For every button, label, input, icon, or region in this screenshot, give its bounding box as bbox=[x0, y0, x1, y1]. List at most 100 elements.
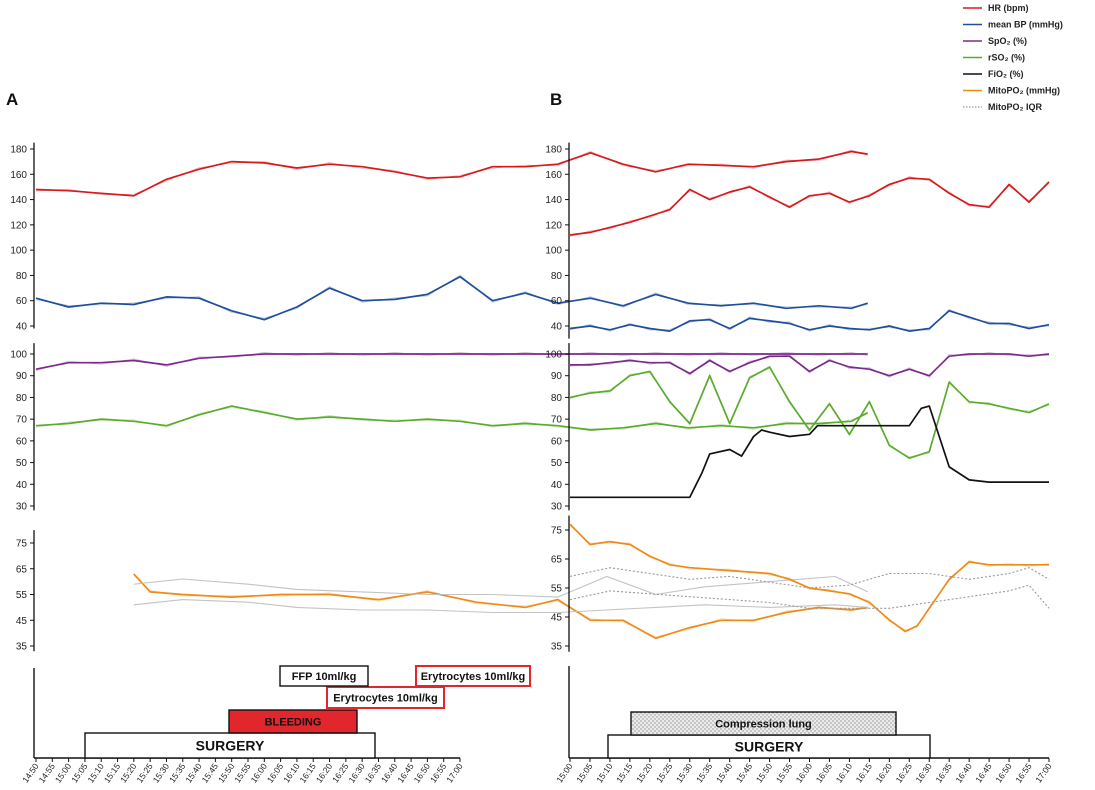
panel-b-hr_bp-ytick-label-140: 140 bbox=[545, 195, 562, 206]
panel-b-series-mean-bp-mmhg bbox=[569, 309, 1050, 332]
panel-a-sat-ytick-label-30: 30 bbox=[16, 502, 28, 513]
panel-b-time-label-15-00: 15:00 bbox=[554, 761, 575, 784]
panel-b-series-rso bbox=[569, 366, 1050, 460]
panel-a-series-spo bbox=[35, 353, 868, 371]
panel-b-time-label-16-10: 16:10 bbox=[834, 761, 855, 784]
panel-a-event-box-erytrocytes-10ml-kg-2 bbox=[326, 686, 445, 709]
panel-a-sat-ytick-label-100: 100 bbox=[10, 350, 27, 361]
panel-a-time-label-15-05: 15:05 bbox=[69, 761, 90, 784]
panel-a-event-label-bleeding-1: BLEEDING bbox=[265, 717, 322, 729]
panel-a-event-label-surgery-0: SURGERY bbox=[196, 738, 265, 754]
panel-a-raw-rso bbox=[35, 407, 868, 430]
panel-a-time-label-15-30: 15:30 bbox=[151, 761, 172, 784]
panel-a-hr_bp-ytick-label-180: 180 bbox=[10, 145, 27, 156]
panel-b-mito-ytick-label-45: 45 bbox=[551, 613, 563, 624]
panel-b-event-label-surgery-0: SURGERY bbox=[735, 739, 804, 755]
panel-b: 40 60 80 100 120 140 160 180 30 40 50 60 70 80 90 100 35… bbox=[545, 142, 1054, 785]
panel-a-raw-mitopo-mmhg bbox=[133, 575, 868, 638]
panel-b-time-label-15-10: 15:10 bbox=[594, 761, 615, 784]
panel-b-raw-hr-bpm bbox=[569, 176, 1050, 237]
panel-a-raw-spo bbox=[35, 352, 868, 372]
panel-a-mito-ytick-label-35: 35 bbox=[16, 642, 28, 653]
panel-b-sat-ytick-label-90: 90 bbox=[551, 371, 563, 382]
panel-b-series-mitopo-iqr-6 bbox=[569, 584, 1050, 609]
panel-b-time-label-16-45: 16:45 bbox=[973, 761, 994, 784]
panel-a-time-label-16-55: 16:55 bbox=[428, 761, 449, 784]
panel-a-event-label-erytrocytes-10ml-kg-2: Erytrocytes 10ml/kg bbox=[333, 693, 438, 705]
panel-a-mito-ytick-label-45: 45 bbox=[16, 616, 28, 627]
panel-b-event-box-compression-lung-1 bbox=[630, 711, 897, 736]
legend: HR (bpm) mean BP (mmHg) SpO₂ (%) rSO₂ (%) Fi… bbox=[963, 3, 1063, 112]
panel-b-time-label-16-20: 16:20 bbox=[874, 761, 895, 784]
panel-b-series-fio bbox=[570, 405, 1049, 499]
panel-b-hr_bp-ytick-label-100: 100 bbox=[545, 246, 562, 257]
panel-b-time-label-15-40: 15:40 bbox=[714, 761, 735, 784]
panel-a-mito-ytick-label-55: 55 bbox=[16, 590, 28, 601]
panel-a-event-label-ffp-10ml-kg-3: FFP 10ml/kg bbox=[292, 671, 357, 683]
panel-a-series-mitopo-iqr-5 bbox=[133, 599, 868, 614]
panel-a-hr_bp-ytick-label-100: 100 bbox=[10, 246, 27, 257]
panel-b-sat-ytick-label-100: 100 bbox=[545, 350, 562, 361]
panel-a-series-mitopo-mmhg bbox=[133, 573, 868, 640]
panel-b-series-mitopo-iqr-7 bbox=[569, 567, 1050, 589]
panel-b-raw-spo bbox=[569, 352, 1050, 378]
panel-b-time-label-16-25: 16:25 bbox=[894, 761, 915, 784]
panel-a-time-label-16-30: 16:30 bbox=[346, 761, 367, 784]
panel-a-time-label-16-40: 16:40 bbox=[379, 761, 400, 784]
legend-label-mitopo-iqr: MitoPO₂ IQR bbox=[988, 102, 1042, 112]
panel-a-time-label-16-50: 16:50 bbox=[412, 761, 433, 784]
panel-b-mito-ytick-label-35: 35 bbox=[551, 642, 563, 653]
panel-b-time-label-15-05: 15:05 bbox=[574, 761, 595, 784]
panel-a: 40 60 80 100 120 140 160 180 30 40 50 60 70 80 90 100 35… bbox=[10, 142, 869, 785]
panel-a-hr_bp-ytick-label-140: 140 bbox=[10, 195, 27, 206]
panel-b-time-label-16-40: 16:40 bbox=[953, 761, 974, 784]
panel-b-event-label-compression-lung-1: Compression lung bbox=[715, 719, 812, 731]
legend-label-rso: rSO₂ (%) bbox=[988, 53, 1025, 63]
panel-b-hr_bp-ytick-label-180: 180 bbox=[545, 145, 562, 156]
panel-a-time-label-14-50: 14:50 bbox=[20, 761, 41, 784]
panel-a-sat-ytick-label-60: 60 bbox=[16, 436, 28, 447]
panel-a-time-label-16-20: 16:20 bbox=[314, 761, 335, 784]
panel-a-hr_bp-ytick-label-120: 120 bbox=[10, 220, 27, 231]
panel-b-series-spo bbox=[570, 353, 1050, 377]
panel-a-event-box-ffp-10ml-kg-3 bbox=[279, 665, 369, 687]
panel-b-time-label-16-55: 16:55 bbox=[1013, 761, 1034, 784]
panel-a-time-label-15-35: 15:35 bbox=[167, 761, 188, 784]
legend-label-spo: SpO₂ (%) bbox=[988, 36, 1027, 46]
panel-a-time-label-15-40: 15:40 bbox=[183, 761, 204, 784]
panel-b-series-hr-bpm bbox=[569, 177, 1050, 236]
panel-b-time-label-15-50: 15:50 bbox=[754, 761, 775, 784]
panel-a-event-box-surgery-0 bbox=[84, 732, 376, 759]
panel-b-sat-ytick-label-50: 50 bbox=[551, 458, 563, 469]
legend-label-mean-bp-mmhg: mean BP (mmHg) bbox=[988, 20, 1063, 30]
panel-a-time-label-15-25: 15:25 bbox=[134, 761, 155, 784]
legend-label-mitopo-mmhg: MitoPO₂ (mmHg) bbox=[988, 86, 1060, 96]
panel-b-time-label-16-00: 16:00 bbox=[794, 761, 815, 784]
panel-b-sat-ytick-label-70: 70 bbox=[551, 415, 563, 426]
panel-a-hr_bp-ytick-label-160: 160 bbox=[10, 170, 27, 181]
panel-b-time-label-17-00: 17:00 bbox=[1033, 761, 1054, 784]
panel-a-time-label-15-50: 15:50 bbox=[216, 761, 237, 784]
panel-b-raw-rso bbox=[569, 368, 1050, 457]
panel-b-time-label-16-50: 16:50 bbox=[993, 761, 1014, 784]
panel-b-sat-ytick-label-60: 60 bbox=[551, 436, 563, 447]
panel-a-time-label-16-10: 16:10 bbox=[281, 761, 302, 784]
panel-b-time-label-16-15: 16:15 bbox=[854, 761, 875, 784]
panel-a-sat-ytick-label-90: 90 bbox=[16, 371, 28, 382]
panel-a-series-mitopo-iqr-6 bbox=[133, 575, 868, 598]
panel-a-mito-ytick-label-75: 75 bbox=[16, 539, 28, 550]
panel-b-hr_bp-ytick-label-60: 60 bbox=[551, 296, 563, 307]
panel-a-event-box-erytrocytes-10ml-kg-4 bbox=[415, 665, 531, 687]
panel-b-sat-ytick-label-40: 40 bbox=[551, 480, 563, 491]
panel-b-series-mitopo-mmhg bbox=[569, 523, 1049, 633]
panel-b-hr_bp-ytick-label-40: 40 bbox=[551, 322, 563, 333]
panel-b-mito-ytick-label-75: 75 bbox=[551, 526, 563, 537]
panel-b-time-label-16-05: 16:05 bbox=[814, 761, 835, 784]
panel-a-event-box-bleeding-1 bbox=[228, 709, 358, 734]
panel-b-sat-ytick-label-80: 80 bbox=[551, 393, 563, 404]
panel-b-hr_bp-ytick-label-160: 160 bbox=[545, 170, 562, 181]
panel-a-series-rso bbox=[35, 405, 869, 431]
panel-b-time-label-15-20: 15:20 bbox=[634, 761, 655, 784]
panel-b-mito-ytick-label-65: 65 bbox=[551, 555, 563, 566]
panel-a-time-label-16-25: 16:25 bbox=[330, 761, 351, 784]
